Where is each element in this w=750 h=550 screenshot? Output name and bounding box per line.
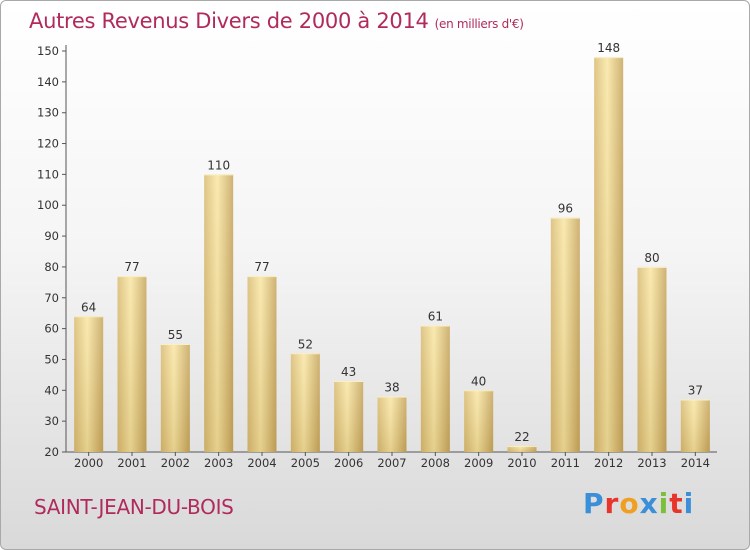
bar-value-label: 61 (428, 310, 443, 324)
x-tick-label: 2013 (637, 456, 666, 470)
bar-shade (594, 57, 624, 453)
bars-group: 64 77 55 110 77 52 43 38 61 40 22 96 148 80 37 (74, 41, 710, 453)
bar-shade (204, 174, 234, 452)
bar-value-label: 43 (341, 365, 356, 379)
y-tick-label: 150 (37, 44, 59, 58)
x-tick-label: 2010 (507, 456, 536, 470)
x-tick-label: 2009 (464, 456, 493, 470)
y-tick-label: 40 (44, 383, 59, 397)
axes-group: 20 30 40 50 60 70 80 90 100 110 120 130 140 150 2000 20… (37, 44, 717, 470)
x-tick-label: 2011 (551, 456, 580, 470)
bar-value-label: 55 (168, 328, 183, 342)
bar-value-label: 96 (558, 202, 573, 216)
bar-shade (290, 353, 320, 452)
logo-letter: i (658, 487, 670, 520)
y-tick-label: 30 (44, 414, 59, 428)
y-tick-label: 100 (37, 198, 59, 212)
logo-letter: o (619, 487, 640, 520)
bar-value-label: 22 (514, 430, 529, 444)
bar-value-label: 64 (81, 300, 96, 314)
bar-shade (550, 217, 580, 452)
bar-shade (507, 445, 537, 452)
bar-shade (334, 381, 364, 452)
y-tick-label: 110 (37, 167, 59, 181)
y-tick-label: 20 (44, 445, 59, 459)
bar-shade (680, 399, 710, 452)
x-tick-label: 2003 (204, 456, 233, 470)
bar-value-label: 77 (124, 260, 139, 274)
x-tick-label: 2012 (594, 456, 623, 470)
x-tick-label: 2006 (334, 456, 363, 470)
bar-value-label: 37 (688, 384, 703, 398)
bar-value-label: 148 (597, 41, 620, 55)
bar-value-label: 38 (384, 380, 399, 394)
logo-letter: P (583, 487, 605, 520)
commune-name: SAINT-JEAN-DU-BOIS (34, 495, 234, 519)
bar-shade (74, 316, 104, 452)
chart-title: Autres Revenus Divers de 2000 à 2014 (en … (29, 9, 524, 33)
bar-shade (247, 276, 277, 452)
bar-value-label: 52 (298, 337, 313, 351)
bar-value-label: 110 (207, 158, 230, 172)
y-tick-label: 60 (44, 322, 59, 336)
logo-letter: x (639, 487, 659, 520)
bar-shade (160, 344, 190, 452)
y-tick-label: 80 (44, 260, 59, 274)
y-tick-label: 140 (37, 75, 59, 89)
y-tick-label: 50 (44, 352, 59, 366)
x-tick-label: 2014 (681, 456, 710, 470)
x-tick-label: 2002 (161, 456, 190, 470)
x-tick-label: 2008 (421, 456, 450, 470)
chart-title-unit: (en milliers d'€) (434, 17, 524, 31)
x-tick-label: 2007 (377, 456, 406, 470)
bar-shade (637, 266, 667, 452)
y-tick-label: 90 (44, 229, 59, 243)
proxiti-logo: Proxiti (583, 487, 694, 520)
logo-letter: t (669, 487, 684, 520)
chart-title-text: Autres Revenus Divers de 2000 à 2014 (29, 9, 429, 33)
logo-letter: i (683, 487, 695, 520)
bar-shade (377, 396, 407, 452)
x-tick-label: 2005 (291, 456, 320, 470)
bar-shade (117, 276, 147, 452)
y-tick-label: 70 (44, 291, 59, 305)
bar-value-label: 40 (471, 374, 486, 388)
bar-value-label: 80 (644, 251, 659, 265)
x-tick-label: 2004 (247, 456, 276, 470)
y-tick-label: 120 (37, 137, 59, 151)
y-tick-label: 130 (37, 106, 59, 120)
x-tick-label: 2001 (117, 456, 146, 470)
bar-value-label: 77 (254, 260, 269, 274)
bar-shade (464, 390, 494, 452)
logo-letter: r (604, 487, 620, 520)
bar-shade (420, 325, 450, 452)
x-tick-label: 2000 (74, 456, 103, 470)
